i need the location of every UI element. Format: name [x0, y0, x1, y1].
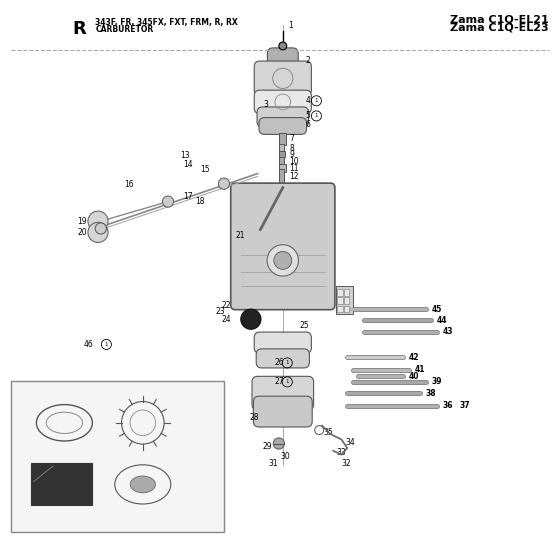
Text: 11: 11	[290, 164, 299, 172]
Text: 1: 1	[286, 380, 289, 384]
Text: 26: 26	[274, 358, 284, 367]
Text: 29: 29	[262, 442, 272, 451]
Circle shape	[88, 211, 108, 231]
Text: 1: 1	[288, 21, 293, 30]
Text: 13: 13	[180, 151, 190, 160]
Bar	[279, 164, 286, 172]
Text: 3: 3	[263, 100, 268, 109]
Text: 35: 35	[323, 428, 333, 437]
FancyBboxPatch shape	[256, 349, 309, 368]
Text: 22: 22	[221, 301, 231, 310]
Text: 41: 41	[414, 365, 425, 374]
FancyBboxPatch shape	[257, 107, 309, 127]
Circle shape	[267, 245, 298, 276]
Bar	[279, 151, 285, 157]
Text: 14: 14	[184, 160, 193, 169]
Text: 12: 12	[290, 172, 299, 181]
Circle shape	[241, 309, 261, 329]
Circle shape	[88, 222, 108, 242]
Text: 38: 38	[426, 389, 436, 398]
Bar	[279, 144, 284, 152]
Circle shape	[274, 251, 292, 269]
Bar	[337, 297, 343, 304]
Text: 23: 23	[216, 307, 225, 316]
Text: 45: 45	[431, 305, 442, 314]
Text: 4: 4	[305, 96, 310, 105]
Bar	[344, 297, 349, 304]
Text: 43: 43	[442, 327, 453, 336]
Bar	[11, 381, 224, 532]
Text: 1: 1	[105, 342, 108, 347]
Text: 16: 16	[124, 180, 134, 189]
Bar	[336, 286, 353, 314]
Text: 9: 9	[290, 150, 295, 158]
Text: 42: 42	[409, 353, 419, 362]
Bar	[344, 289, 349, 296]
Text: 19: 19	[77, 217, 87, 226]
FancyBboxPatch shape	[231, 183, 335, 310]
Text: 21: 21	[235, 231, 245, 240]
Ellipse shape	[130, 476, 156, 493]
Text: 343F, FR, 345FX, FXT, FRM, R, RX: 343F, FR, 345FX, FXT, FRM, R, RX	[95, 18, 238, 27]
Circle shape	[279, 42, 287, 50]
Text: 27: 27	[274, 377, 284, 386]
Text: 36: 36	[442, 402, 453, 410]
Text: 24: 24	[221, 315, 231, 324]
Bar	[279, 133, 286, 145]
Text: 5: 5	[305, 111, 310, 120]
FancyBboxPatch shape	[253, 396, 312, 427]
Text: 1: 1	[315, 99, 318, 103]
Text: 15: 15	[200, 165, 210, 174]
Text: 37: 37	[459, 402, 470, 410]
Circle shape	[95, 223, 106, 234]
Text: 33: 33	[336, 448, 346, 457]
Bar	[337, 306, 343, 312]
Text: 1: 1	[286, 361, 289, 365]
Text: CARBURETOR: CARBURETOR	[95, 25, 153, 34]
Text: 25: 25	[300, 321, 309, 330]
Text: 6: 6	[305, 120, 310, 129]
Text: 44: 44	[437, 316, 447, 325]
Text: Zama C1Q-EL21: Zama C1Q-EL21	[450, 14, 549, 24]
Circle shape	[162, 196, 174, 207]
Text: 32: 32	[342, 459, 351, 468]
Text: 40: 40	[409, 372, 419, 381]
Text: 2: 2	[305, 56, 310, 65]
Bar	[279, 157, 284, 166]
Text: 10: 10	[290, 157, 299, 166]
Text: 31: 31	[269, 459, 278, 468]
Text: 18: 18	[195, 197, 204, 206]
FancyBboxPatch shape	[267, 48, 298, 68]
Text: 30: 30	[280, 452, 290, 461]
Text: 46: 46	[84, 340, 94, 349]
Circle shape	[218, 178, 230, 189]
Circle shape	[273, 438, 284, 449]
Bar	[337, 289, 343, 296]
Text: 7: 7	[290, 134, 295, 143]
Text: 28: 28	[249, 413, 259, 422]
Text: 8: 8	[290, 144, 294, 153]
Text: Zama C1Q-EL23: Zama C1Q-EL23	[450, 22, 549, 32]
Text: 17: 17	[184, 192, 193, 200]
Bar	[344, 306, 349, 312]
FancyBboxPatch shape	[252, 376, 314, 410]
Text: 34: 34	[346, 438, 355, 447]
Text: 39: 39	[431, 377, 442, 386]
Text: 1: 1	[315, 114, 318, 118]
Bar	[31, 463, 92, 505]
FancyBboxPatch shape	[254, 90, 311, 114]
FancyBboxPatch shape	[254, 61, 311, 96]
FancyBboxPatch shape	[254, 332, 311, 353]
Text: 20: 20	[77, 228, 87, 237]
Bar	[279, 169, 284, 184]
FancyBboxPatch shape	[259, 118, 306, 134]
Text: R: R	[73, 20, 87, 38]
